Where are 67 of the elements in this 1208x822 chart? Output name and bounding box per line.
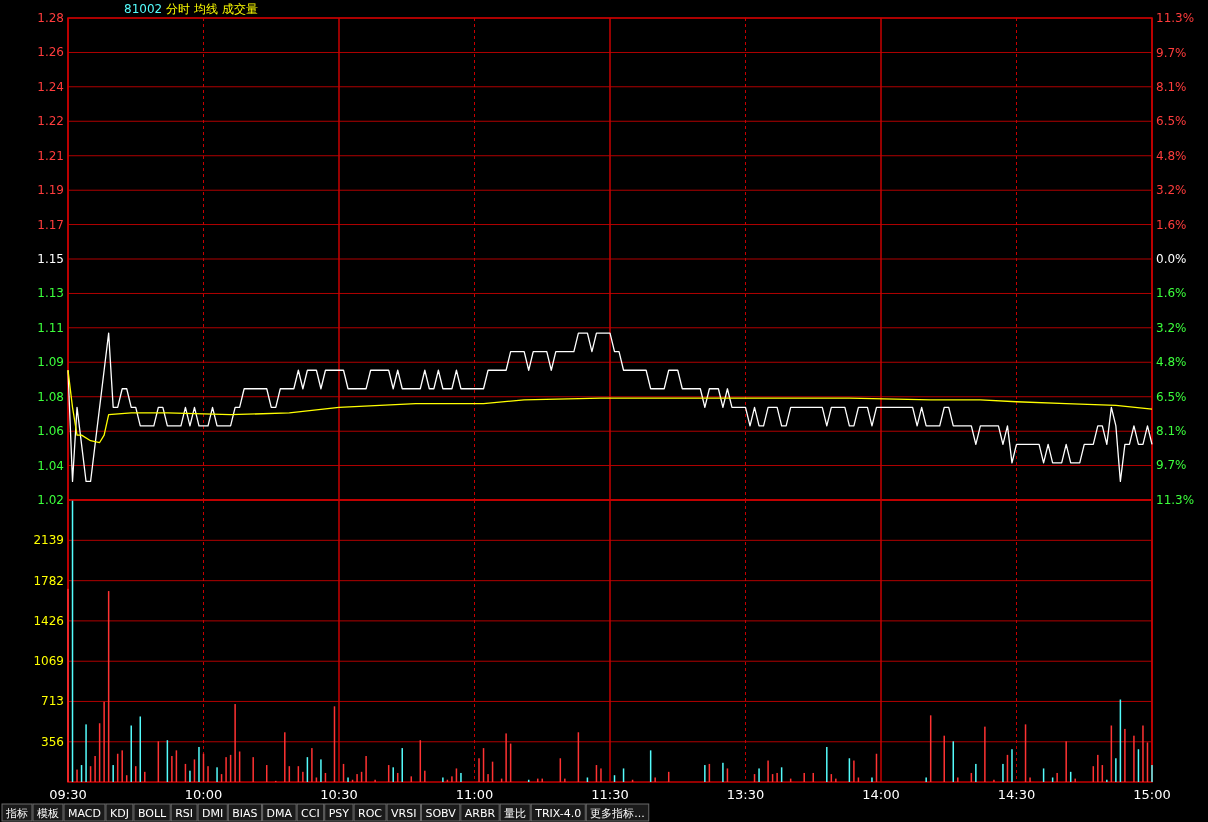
text: DMI (202, 807, 224, 820)
y-tick-label: 1.15 (37, 252, 64, 266)
text: DMA (266, 807, 293, 820)
line-series (67, 332, 1153, 483)
x-tick-label: 11:30 (591, 787, 629, 802)
y-tick-label: 1.24 (37, 79, 64, 94)
y-tick-label: 1.22 (37, 114, 64, 129)
y-tick-label: 1426 (33, 613, 64, 628)
text: CCI (301, 807, 320, 820)
y-tick-label: 1.28 (37, 11, 64, 25)
text: KDJ (109, 807, 129, 820)
y2-tick-label: 9.7% (1156, 45, 1187, 60)
y2-tick-label: 11.3% (1156, 11, 1195, 25)
x-tick-label: 13:30 (726, 787, 765, 802)
text: 指标 (5, 807, 28, 820)
text: 更多指标... (590, 807, 645, 820)
text: SOBV (425, 807, 457, 820)
y-tick-label: 356 (41, 734, 64, 749)
y-tick-label: 1.09 (37, 355, 64, 370)
chart-title: 分时 均线 成交量 (166, 2, 258, 16)
y-tick-label: 2139 (33, 533, 64, 548)
y2-tick-label: 8.1% (1156, 423, 1187, 438)
y-tick-label: 1.06 (37, 424, 64, 439)
y-tick-label: 1.17 (37, 217, 64, 232)
text: MACD (68, 807, 101, 820)
y2-tick-label: 9.7% (1156, 458, 1187, 473)
text: VRSI (391, 807, 417, 820)
x-tick-label: 14:00 (862, 787, 900, 802)
y2-tick-label: 0.0% (1156, 252, 1187, 266)
y2-tick-label: 6.5% (1156, 389, 1187, 404)
text: 量比 (504, 807, 527, 820)
x-tick-label: 10:30 (320, 787, 358, 802)
text: TRIX-4.0 (534, 807, 582, 820)
y-tick-label: 1.21 (37, 148, 64, 163)
line-series (67, 369, 1153, 444)
text: 模板 (37, 807, 59, 820)
x-tick-label: 10:00 (184, 787, 223, 802)
y2-tick-label: 8.1% (1156, 80, 1187, 95)
y-tick-label: 1.08 (37, 389, 64, 404)
y-tick-label: 1.02 (37, 493, 64, 507)
text: PSY (328, 807, 350, 820)
y-tick-label: 1.26 (37, 45, 64, 60)
text: ROC (358, 807, 383, 820)
y-tick-label: 1.13 (37, 286, 64, 301)
y2-tick-label: 1.6% (1156, 286, 1187, 301)
y-tick-label: 1.04 (37, 458, 64, 473)
y2-tick-label: 1.6% (1156, 217, 1187, 232)
x-tick-label: 09:30 (49, 787, 87, 802)
y2-tick-label: 6.5% (1156, 114, 1187, 129)
y2-tick-label: 4.8% (1156, 148, 1187, 163)
chart-subtitle: 81002 (124, 2, 163, 16)
y-tick-label: 1.11 (37, 320, 64, 335)
y-tick-label: 1782 (33, 573, 64, 588)
y2-tick-label: 3.2% (1156, 183, 1187, 198)
x-tick-label: 15:00 (1133, 787, 1171, 802)
y-tick-label: 1069 (33, 654, 64, 669)
text: BIAS (232, 807, 258, 820)
y2-tick-label: 11.3% (1156, 493, 1195, 507)
text: ARBR (464, 807, 496, 820)
y-tick-label: 713 (41, 694, 64, 709)
x-tick-label: 14:30 (997, 787, 1036, 802)
y2-tick-label: 3.2% (1156, 320, 1187, 335)
text: BOLL (137, 807, 168, 820)
x-tick-label: 11:00 (455, 787, 494, 802)
text: RSI (175, 807, 194, 820)
y-tick-label: 1.19 (37, 183, 64, 198)
y2-tick-label: 4.8% (1156, 355, 1187, 370)
